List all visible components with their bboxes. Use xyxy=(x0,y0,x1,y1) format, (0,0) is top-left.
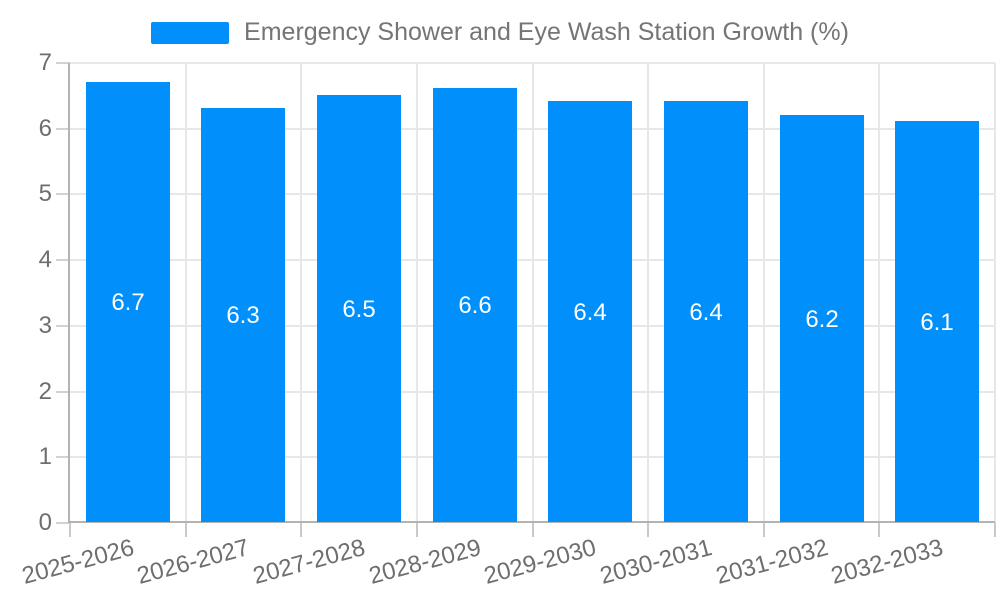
y-axis-tick xyxy=(56,62,70,64)
bar xyxy=(433,88,517,522)
bar xyxy=(317,95,401,522)
y-axis-tick xyxy=(56,325,70,327)
x-gridline xyxy=(647,63,649,523)
y-axis-line xyxy=(68,63,70,523)
y-axis-label: 5 xyxy=(38,180,52,207)
x-axis-tick xyxy=(416,523,418,537)
bar-value-label: 6.6 xyxy=(458,292,492,319)
y-axis-label: 1 xyxy=(38,443,52,470)
y-axis-tick xyxy=(56,456,70,458)
bar xyxy=(86,82,170,522)
bar xyxy=(548,101,632,522)
y-axis-label: 3 xyxy=(38,312,52,339)
x-gridline xyxy=(300,63,302,523)
bar-value-label: 6.7 xyxy=(111,289,145,316)
bar xyxy=(664,101,748,522)
bar-value-label: 6.5 xyxy=(342,296,376,323)
x-axis-line xyxy=(68,521,995,523)
x-axis-tick xyxy=(763,523,765,537)
bar-value-label: 6.2 xyxy=(805,306,839,333)
x-gridline xyxy=(763,63,765,523)
x-axis-tick xyxy=(878,523,880,537)
x-axis-tick xyxy=(994,523,996,537)
bar-value-label: 6.1 xyxy=(920,309,954,336)
x-gridline xyxy=(185,63,187,523)
y-axis-tick xyxy=(56,391,70,393)
y-axis-label: 0 xyxy=(38,509,52,536)
y-axis-label: 4 xyxy=(38,246,52,273)
x-axis-tick xyxy=(185,523,187,537)
x-axis-tick xyxy=(647,523,649,537)
bar-value-label: 6.4 xyxy=(573,299,607,326)
legend[interactable]: Emergency Shower and Eye Wash Station Gr… xyxy=(0,18,1000,47)
x-gridline xyxy=(416,63,418,523)
y-axis-label: 7 xyxy=(38,49,52,76)
y-axis-label: 6 xyxy=(38,115,52,142)
x-axis-tick xyxy=(300,523,302,537)
chart-title[interactable]: Emergency Shower and Eye Wash Station Gr… xyxy=(244,18,849,46)
x-axis-tick xyxy=(69,523,71,537)
bar-value-label: 6.3 xyxy=(226,302,260,329)
y-axis-label: 2 xyxy=(38,378,52,405)
x-gridline xyxy=(878,63,880,523)
legend-swatch[interactable] xyxy=(151,21,230,44)
x-axis-tick xyxy=(532,523,534,537)
x-gridline xyxy=(994,63,996,523)
bar xyxy=(895,121,979,522)
bar-value-label: 6.4 xyxy=(689,299,723,326)
y-axis-tick xyxy=(56,128,70,130)
bar xyxy=(780,115,864,522)
x-gridline xyxy=(532,63,534,523)
bar xyxy=(201,108,285,522)
y-axis-tick xyxy=(56,193,70,195)
y-axis-tick xyxy=(56,259,70,261)
y-axis-tick xyxy=(56,522,70,524)
